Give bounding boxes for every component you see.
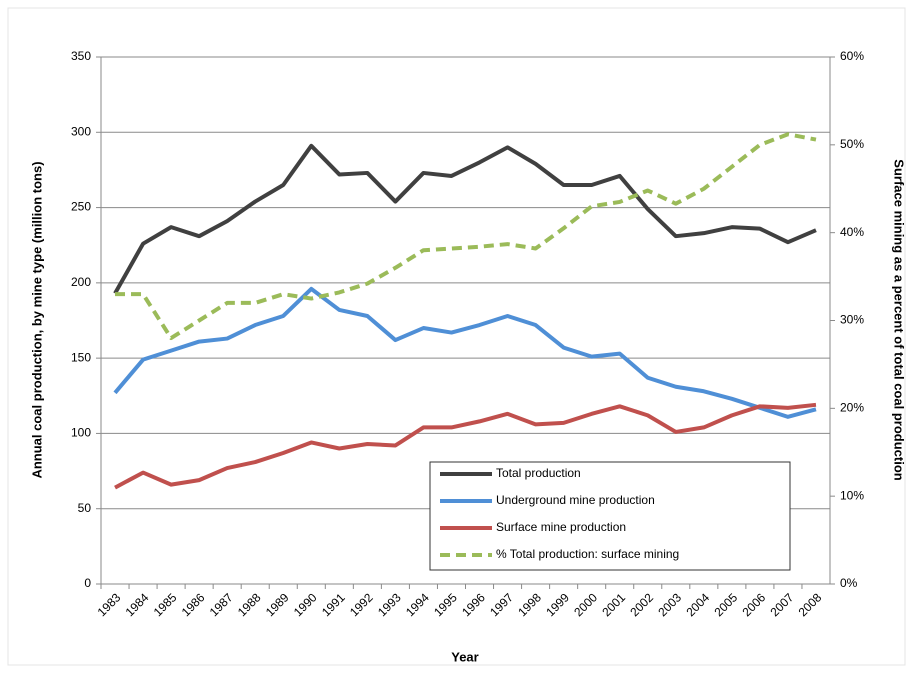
- legend-label: Total production: [496, 466, 581, 480]
- y2-axis-label: Surface mining as a percent of total coa…: [892, 159, 907, 480]
- series-line: [113, 143, 817, 295]
- y-tick-label: 300: [71, 124, 91, 138]
- legend-label: Underground mine production: [496, 493, 655, 507]
- y-tick-label: 350: [71, 49, 91, 63]
- y2-tick-label: 20%: [840, 401, 864, 415]
- legend-box: [429, 461, 791, 571]
- y-tick-label: 250: [71, 200, 91, 214]
- x-axis-label: Year: [451, 649, 478, 664]
- y-tick-label: 50: [78, 501, 92, 515]
- y-tick-label: 100: [71, 426, 91, 440]
- y2-tick-label: 10%: [840, 488, 864, 502]
- legend-label: Surface mine production: [496, 520, 626, 534]
- y2-tick-label: 50%: [840, 137, 864, 151]
- y2-tick-label: 0%: [840, 576, 858, 590]
- series-line: [115, 132, 817, 341]
- legend-label: % Total production: surface mining: [496, 547, 679, 561]
- y-tick-label: 0: [84, 576, 91, 590]
- y2-tick-label: 30%: [840, 313, 864, 327]
- y-axis-label: Annual coal production, by mine type (mi…: [29, 161, 44, 478]
- y-tick-label: 150: [71, 350, 91, 364]
- y2-tick-label: 60%: [840, 49, 864, 63]
- y-tick-label: 200: [71, 275, 91, 289]
- series-line: [114, 402, 817, 490]
- y2-tick-label: 40%: [840, 225, 864, 239]
- series-line: [113, 286, 817, 419]
